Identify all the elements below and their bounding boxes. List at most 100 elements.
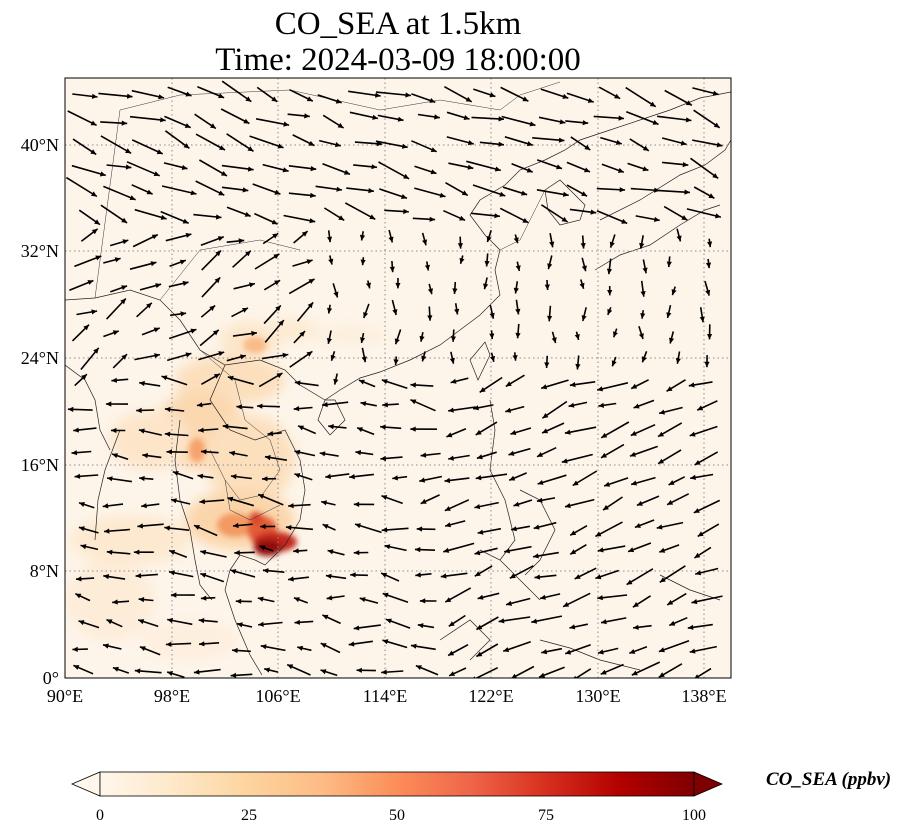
wind-arrow-head: [99, 171, 106, 177]
wind-arrow-head: [304, 113, 310, 119]
wind-arrow-head: [93, 347, 99, 354]
wind-arrow-head: [448, 621, 455, 627]
wind-arrow-head: [134, 668, 141, 674]
wind-arrow-head: [551, 337, 557, 344]
wind-arrow-head: [705, 262, 712, 269]
wind-arrow-head: [558, 137, 565, 143]
wind-arrow-shaft: [596, 209, 628, 225]
wind-arrow-head: [160, 117, 166, 123]
wind-arrow-head: [242, 187, 249, 193]
wind-arrow-head: [382, 639, 389, 645]
wind-arrow-head: [271, 219, 278, 225]
wind-arrow-shaft: [348, 90, 381, 97]
wind-arrow-head: [190, 328, 197, 334]
wind-arrow-head: [533, 524, 540, 530]
wind-arrow-head: [607, 308, 613, 315]
wind-arrow-head: [529, 121, 536, 127]
wind-arrow-head: [251, 330, 257, 337]
wind-arrow-head: [427, 288, 433, 295]
wind-arrow-head: [105, 401, 112, 407]
wind-arrow-head: [565, 649, 572, 655]
wind-arrow-head: [465, 96, 472, 102]
wind-arrow-head: [570, 530, 577, 536]
wind-arrow-head: [368, 188, 374, 194]
wind-arrow-head: [615, 139, 622, 145]
wind-arrow-head: [597, 649, 604, 655]
wind-arrow-head: [114, 257, 121, 263]
wind-arrow-head: [556, 164, 562, 170]
wind-arrow-head: [112, 330, 119, 336]
wind-arrow-head: [260, 523, 266, 530]
wind-arrow-head: [656, 524, 663, 530]
colorbar-gradient: [99, 771, 695, 797]
wind-arrow-head: [642, 145, 649, 151]
wind-arrow-head: [658, 431, 664, 437]
wind-arrow-head: [353, 550, 360, 556]
wind-arrow-head: [600, 669, 607, 675]
wind-arrow-head: [549, 241, 555, 248]
wind-arrow-head: [416, 526, 423, 532]
wind-arrow-head: [392, 475, 398, 481]
x-tick-label: 90°E: [47, 686, 83, 706]
wind-arrow-head: [294, 380, 301, 386]
wind-arrow-shaft: [414, 187, 446, 198]
wind-arrow-head: [150, 261, 157, 267]
wind-arrow-head: [282, 167, 289, 173]
wind-arrow-head: [581, 191, 588, 197]
wind-arrow-head: [193, 669, 200, 675]
wind-arrow-head: [240, 354, 246, 360]
wind-arrow-head: [403, 173, 410, 179]
wind-arrow-head: [335, 98, 342, 104]
y-tick-label: 16°N: [21, 455, 59, 475]
wind-arrow-shaft: [98, 92, 133, 98]
wind-arrow-head: [327, 236, 333, 243]
wind-arrow-head: [476, 624, 483, 630]
wind-arrow-head: [388, 236, 394, 243]
wind-arrow-head: [381, 379, 388, 385]
wind-arrow-head: [199, 641, 205, 647]
wind-arrow-head: [158, 94, 164, 100]
wind-arrow-head: [369, 214, 376, 220]
wind-arrow-head: [695, 570, 702, 576]
wind-arrow-head: [574, 574, 581, 579]
wind-arrow-head: [429, 216, 436, 222]
wind-arrow-head: [419, 477, 426, 483]
wind-arrow-shaft: [161, 185, 197, 195]
x-tick-label: 106°E: [255, 686, 300, 706]
wind-arrow-shaft: [375, 140, 408, 149]
wind-arrow-head: [712, 90, 719, 96]
wind-arrow-head: [509, 475, 516, 481]
wind-arrow-head: [457, 243, 463, 249]
wind-arrow-head: [544, 362, 550, 368]
wind-arrow-head: [666, 386, 673, 392]
wind-arrow-head: [636, 500, 643, 506]
wind-arrow-head: [344, 169, 350, 175]
wind-arrow-shaft: [134, 208, 167, 220]
wind-arrow-head: [392, 309, 398, 315]
wind-arrow-head: [372, 114, 378, 120]
wind-arrow-head: [232, 647, 238, 654]
wind-arrow-head: [185, 352, 192, 358]
wind-arrow-head: [180, 311, 187, 317]
wind-arrow-head: [598, 402, 605, 408]
wind-arrow-head: [410, 643, 417, 649]
wind-arrow-head: [486, 236, 492, 242]
wind-arrow-head: [511, 526, 517, 532]
wind-arrow-head: [429, 98, 436, 103]
wind-arrow-head: [415, 572, 421, 578]
wind-arrow-head: [613, 331, 618, 338]
wind-arrow-head: [476, 651, 483, 657]
wind-arrow-shaft: [532, 137, 565, 142]
wind-arrow-head: [638, 333, 644, 339]
wind-arrow-head: [87, 280, 94, 285]
wind-arrow-head: [420, 498, 427, 504]
wind-arrow-head: [136, 407, 142, 414]
wind-arrow-head: [626, 579, 633, 585]
wind-arrow-head: [474, 571, 481, 577]
wind-arrow-head: [569, 624, 576, 630]
wind-arrow-head: [419, 598, 426, 604]
wind-arrow-head: [350, 572, 356, 578]
wind-arrow-head: [601, 619, 607, 625]
wind-arrow-head: [587, 98, 594, 103]
wind-arrow-head: [685, 117, 692, 123]
